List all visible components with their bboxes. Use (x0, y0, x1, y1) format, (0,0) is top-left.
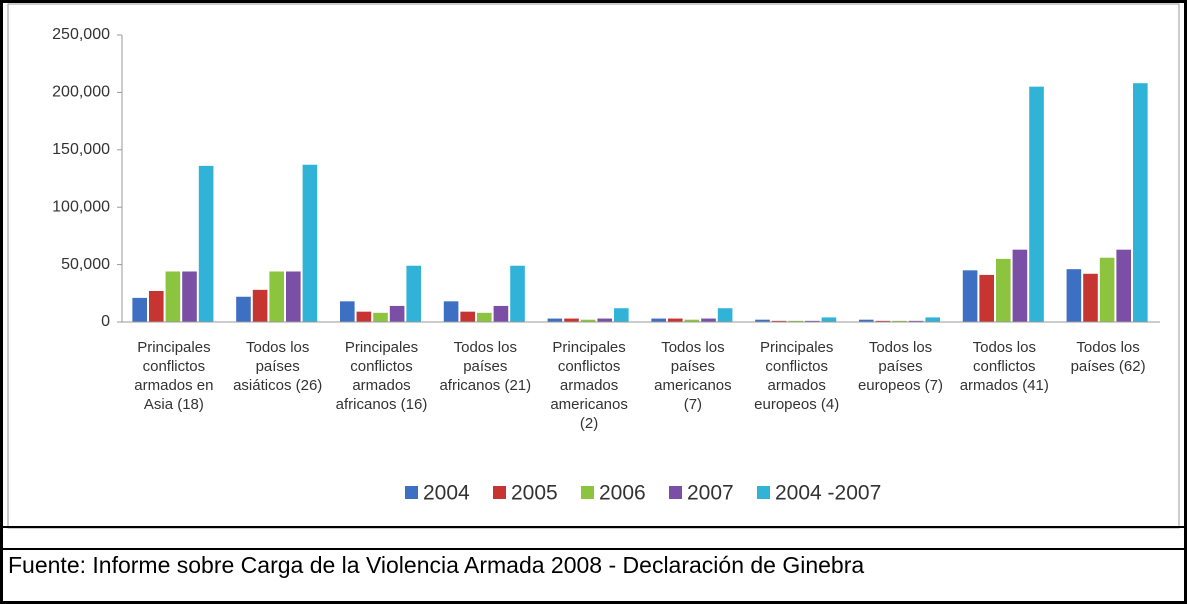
bar (1083, 273, 1098, 322)
bar (908, 320, 924, 322)
legend-label: 2004 -2007 (775, 482, 881, 505)
x-tick-label: Todos los conflictos armados (41) (959, 339, 1049, 394)
x-tick-label: Principales conflictos armados en Asia (… (134, 339, 214, 413)
bar (1099, 257, 1115, 322)
bar (821, 317, 837, 322)
bar (389, 305, 405, 322)
bar (339, 301, 355, 322)
bar (198, 165, 214, 322)
bar (165, 271, 181, 322)
x-tick-label: Principales conflictos armados americano… (550, 339, 628, 432)
bar (1066, 269, 1082, 322)
legend-label: 2006 (599, 482, 646, 505)
legend-swatch (405, 486, 418, 499)
legend-swatch (493, 486, 506, 499)
bar (356, 311, 372, 322)
bar (1116, 249, 1132, 322)
bar (564, 318, 579, 322)
bar (788, 320, 804, 322)
bar (979, 274, 994, 322)
source-note: Fuente: Informe sobre Carga de la Violen… (8, 552, 865, 578)
y-tick-label: 0 (101, 313, 110, 330)
bar (132, 297, 147, 322)
bar (252, 289, 268, 322)
bar (510, 265, 525, 322)
bar (302, 164, 318, 322)
bar (443, 301, 459, 322)
bar (460, 311, 475, 322)
bar (580, 319, 596, 322)
bar (148, 291, 164, 322)
legend-swatch (581, 486, 594, 499)
legend-label: 2007 (687, 482, 734, 505)
bar (962, 270, 978, 322)
bar (1012, 249, 1028, 322)
bar (597, 318, 613, 322)
bar (995, 258, 1011, 322)
y-tick-label: 250,000 (52, 26, 110, 43)
bar (651, 318, 666, 322)
bar (373, 312, 388, 322)
bar (236, 296, 251, 322)
y-tick-label: 100,000 (52, 198, 110, 215)
bar (406, 265, 422, 322)
bar (614, 308, 629, 322)
x-tick-label: Todos los países americanos (7) (654, 339, 732, 413)
bar (493, 305, 509, 322)
bar (755, 319, 770, 322)
bar (269, 271, 285, 322)
bar (925, 317, 941, 322)
bar (892, 320, 907, 322)
bar (476, 312, 492, 322)
bar (805, 320, 820, 322)
bar (717, 308, 733, 322)
x-tick-label: Principales conflictos armados africanos… (335, 339, 428, 413)
x-tick-label: Todos los países africanos (21) (439, 339, 532, 394)
bar (1133, 83, 1148, 322)
bar (875, 320, 891, 322)
x-tick-label: Principales conflictos armados europeos … (754, 339, 840, 413)
bar (667, 318, 683, 322)
bar (547, 318, 563, 322)
legend-swatch (757, 486, 770, 499)
bar (684, 319, 700, 322)
y-tick-label: 50,000 (61, 256, 110, 273)
bar (286, 271, 301, 322)
y-tick-label: 150,000 (52, 141, 110, 158)
x-tick-label: Todos los países (62) (1070, 339, 1146, 375)
y-tick-label: 200,000 (52, 84, 110, 101)
legend-label: 2005 (511, 482, 558, 505)
x-tick-label: Todos los países asiáticos (26) (233, 339, 323, 394)
legend-label: 2004 (423, 482, 470, 505)
x-tick-label: Todos los países europeos (7) (857, 339, 944, 394)
bar (182, 271, 197, 322)
bar (1029, 86, 1044, 322)
bar (701, 318, 716, 322)
bar (771, 320, 787, 322)
bar (858, 319, 874, 322)
legend-swatch (669, 486, 682, 499)
